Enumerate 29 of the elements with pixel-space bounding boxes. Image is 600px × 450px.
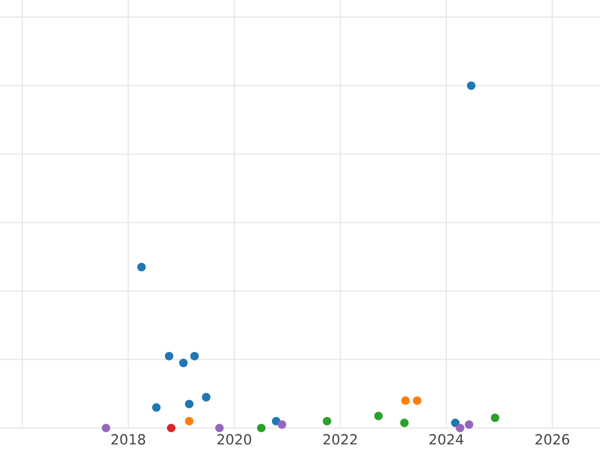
x-tick-label: 2018 [111,434,146,445]
point [190,352,199,360]
point [137,262,146,272]
point [164,352,174,360]
point [272,416,280,426]
point [184,400,194,408]
point [412,396,422,405]
point [152,403,161,412]
point [464,420,474,429]
point [490,413,500,422]
point [179,358,188,368]
point [401,396,410,405]
point [215,424,224,432]
point [466,81,476,90]
point [451,418,460,428]
x-tick-label: 2026 [536,434,570,445]
point [400,418,409,428]
point [322,416,332,426]
point [257,424,266,432]
point [102,424,110,432]
point [184,416,194,426]
point [374,412,383,420]
point [202,392,210,402]
x-tick-label: 2020 [217,434,252,445]
point [456,424,464,432]
x-tick-label: 2022 [323,434,357,445]
x-tick-label: 2024 [430,434,464,445]
point [278,420,286,429]
point [166,424,176,432]
